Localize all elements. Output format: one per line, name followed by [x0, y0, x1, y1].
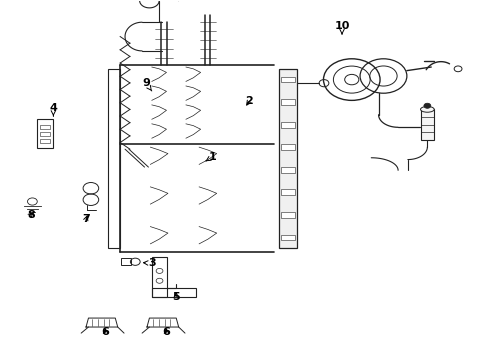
Bar [281, 99, 294, 105]
Text: 7: 7 [82, 215, 90, 224]
Bar [281, 122, 294, 127]
Text: 10: 10 [334, 21, 349, 34]
Bar [152, 288, 195, 297]
Text: 3: 3 [143, 258, 155, 268]
Text: 6: 6 [102, 327, 109, 337]
Bar [281, 212, 294, 218]
Bar [278, 69, 297, 248]
Bar [37, 119, 53, 148]
Bar [281, 234, 294, 240]
Bar [281, 144, 294, 150]
Text: 6: 6 [162, 327, 170, 337]
Bar [420, 109, 433, 140]
Text: 5: 5 [172, 292, 180, 302]
Bar [152, 257, 167, 297]
Bar [281, 77, 294, 82]
Bar [40, 139, 50, 143]
Bar [40, 132, 50, 136]
Ellipse shape [420, 107, 433, 112]
Text: 1: 1 [205, 152, 216, 162]
Text: 2: 2 [245, 96, 253, 106]
Bar [108, 69, 120, 248]
Bar [121, 258, 131, 265]
Circle shape [423, 103, 430, 108]
Text: 4: 4 [49, 103, 57, 116]
Bar [281, 167, 294, 173]
Bar [281, 189, 294, 195]
Text: 9: 9 [142, 78, 151, 91]
Text: 8: 8 [27, 210, 35, 220]
Bar [40, 125, 50, 129]
